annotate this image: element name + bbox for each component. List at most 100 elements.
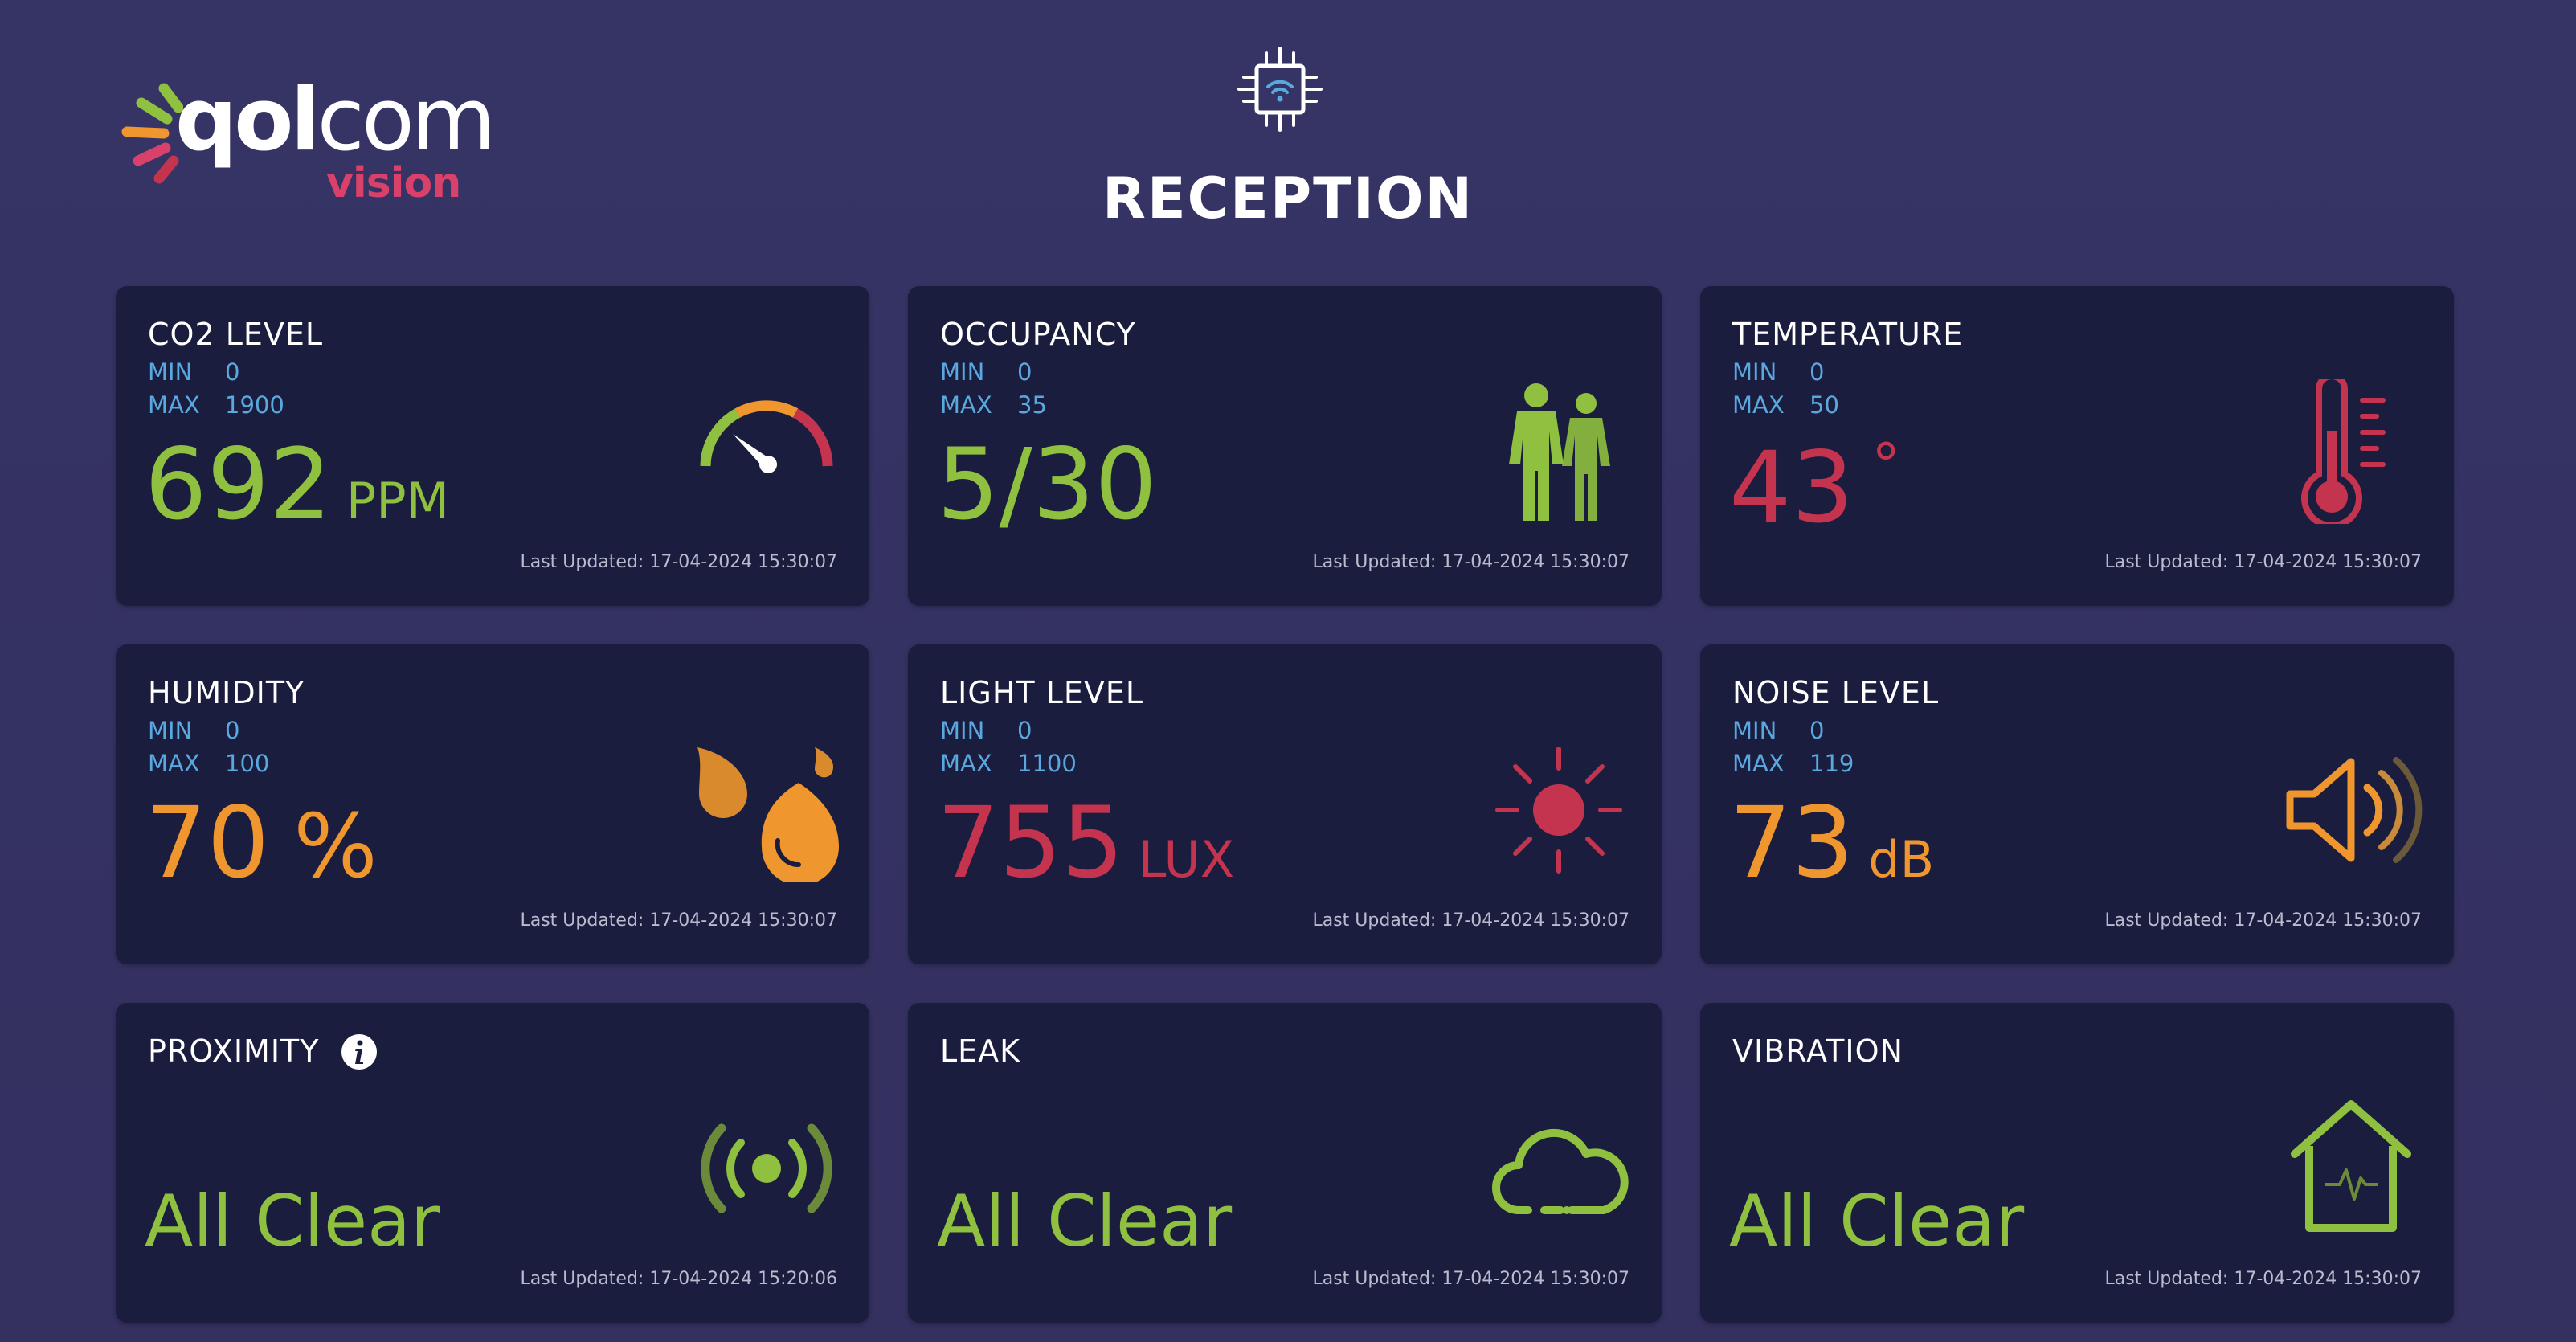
max-value: 50: [1809, 391, 1839, 419]
min-value: 0: [225, 717, 240, 744]
min-value: 0: [1809, 358, 1825, 386]
last-updated: Last Updated: 17-04-2024 15:30:07: [1312, 552, 1629, 572]
last-updated: Last Updated: 17-04-2024 15:30:07: [1312, 910, 1629, 931]
people-icon: [1509, 383, 1610, 521]
max-value: 119: [1809, 750, 1854, 777]
min-row: MIN 0: [940, 717, 1032, 744]
max-label: MAX: [940, 391, 992, 419]
reading-value: 755 LUX: [937, 794, 1234, 892]
card-title: OCCUPANCY: [940, 317, 1136, 352]
last-updated: Last Updated: 17-04-2024 15:30:07: [1312, 1269, 1629, 1289]
house-pulse-icon: [2291, 1100, 2411, 1232]
sun-icon: [1495, 747, 1622, 874]
gauge-icon: [700, 400, 833, 473]
max-value: 1900: [225, 391, 284, 419]
reading-number: 70: [145, 786, 270, 900]
reading-unit: %: [293, 795, 378, 898]
max-row: MAX 1100: [940, 750, 1077, 777]
card-leak[interactable]: LEAK All Clear Last Updated: 17-04-2024 …: [908, 1003, 1662, 1323]
max-row: MAX 50: [1732, 391, 1839, 419]
min-label: MIN: [940, 717, 985, 744]
logo-word-bold: qol: [175, 70, 321, 170]
reading-number: 692: [145, 428, 332, 542]
reading-value: 5/30: [937, 436, 1157, 534]
last-updated: Last Updated: 17-04-2024 15:30:07: [2104, 910, 2422, 931]
reading-unit: PPM: [346, 472, 450, 530]
logo-word-thin: com: [317, 70, 497, 170]
min-row: MIN 0: [1732, 717, 1824, 744]
max-value: 35: [1017, 391, 1047, 419]
reading-number: 755: [937, 786, 1124, 900]
card-noise-level[interactable]: NOISE LEVEL MIN 0 MAX 119 73 dB Last Update…: [1700, 644, 2454, 964]
max-label: MAX: [940, 750, 992, 777]
min-row: MIN 0: [940, 358, 1032, 386]
max-label: MAX: [1732, 750, 1785, 777]
min-label: MIN: [148, 717, 193, 744]
card-humidity[interactable]: HUMIDITY MIN 0 MAX 100 70% Last Updated: 1…: [116, 644, 869, 964]
card-title: TEMPERATURE: [1732, 317, 1964, 352]
card-title: VIBRATION: [1732, 1033, 1903, 1069]
last-updated: Last Updated: 17-04-2024 15:30:07: [520, 552, 837, 572]
logo-wordmark: qolcom: [175, 77, 496, 164]
reading-value: 70%: [145, 794, 378, 892]
card-co2-level[interactable]: CO2 LEVEL MIN 0 MAX 1900 692 PPM Last Updat…: [116, 286, 869, 606]
card-title: CO2 LEVEL: [148, 317, 324, 352]
min-row: MIN 0: [148, 717, 239, 744]
card-temperature[interactable]: TEMPERATURE MIN 0 MAX 50 43 ° Last Updated:…: [1700, 286, 2454, 606]
min-label: MIN: [940, 358, 985, 386]
last-updated: Last Updated: 17-04-2024 15:20:06: [520, 1269, 837, 1289]
min-label: MIN: [1732, 717, 1777, 744]
card-title: LEAK: [940, 1033, 1021, 1069]
card-title: PROXIMITY: [148, 1033, 320, 1069]
logo-subtitle: vision: [326, 159, 461, 207]
min-row: MIN 0: [1732, 358, 1824, 386]
thermometer-icon: [2301, 379, 2386, 524]
reading-value: 692 PPM: [145, 436, 449, 534]
card-vibration[interactable]: VIBRATION All Clear Last Updated: 17-04-…: [1700, 1003, 2454, 1323]
status-text: All Clear: [1729, 1180, 2025, 1262]
reading-number: 43: [1729, 431, 1854, 545]
last-updated: Last Updated: 17-04-2024 15:30:07: [2104, 552, 2422, 572]
last-updated: Last Updated: 17-04-2024 15:30:07: [2104, 1269, 2422, 1289]
chip-wifi-icon: [1237, 47, 1323, 132]
reading-unit: LUX: [1138, 830, 1235, 889]
broadcast-icon: [701, 1123, 832, 1213]
max-row: MAX 119: [1732, 750, 1854, 777]
card-title: NOISE LEVEL: [1732, 675, 1940, 710]
logo-rays-icon: [121, 83, 183, 184]
min-value: 0: [225, 358, 240, 386]
min-value: 0: [1017, 717, 1032, 744]
water-drops-icon: [697, 747, 839, 882]
reading-value: 73 dB: [1729, 794, 1934, 892]
card-title: LIGHT LEVEL: [940, 675, 1144, 710]
min-label: MIN: [1732, 358, 1777, 386]
max-label: MAX: [148, 750, 200, 777]
max-label: MAX: [1732, 391, 1785, 419]
max-label: MAX: [148, 391, 200, 419]
card-title: HUMIDITY: [148, 675, 305, 710]
max-value: 1100: [1017, 750, 1077, 777]
status-text: All Clear: [937, 1180, 1233, 1262]
min-value: 0: [1017, 358, 1032, 386]
info-icon[interactable]: [341, 1033, 378, 1070]
max-row: MAX 1900: [148, 391, 284, 419]
min-value: 0: [1809, 717, 1825, 744]
status-text: All Clear: [145, 1180, 440, 1262]
min-label: MIN: [148, 358, 193, 386]
card-light-level[interactable]: LIGHT LEVEL MIN 0 MAX 1100 755 LUX Last Upd…: [908, 644, 1662, 964]
max-row: MAX 35: [940, 391, 1047, 419]
card-occupancy[interactable]: OCCUPANCY MIN 0 MAX 35 5/30 Last Updated: …: [908, 286, 1662, 606]
reading-unit: °: [1871, 431, 1901, 498]
reading-number: 5/30: [937, 428, 1157, 542]
max-value: 100: [225, 750, 270, 777]
reading-number: 73: [1729, 786, 1854, 900]
card-proximity[interactable]: PROXIMITY All Clear Last Updated: 17-04-…: [116, 1003, 869, 1323]
reading-value: 43 °: [1729, 436, 1900, 537]
qolcom-vision-logo[interactable]: qolcom vision: [119, 77, 496, 217]
last-updated: Last Updated: 17-04-2024 15:30:07: [520, 910, 837, 931]
cloud-icon: [1492, 1128, 1629, 1214]
speaker-icon: [2286, 757, 2423, 863]
max-row: MAX 100: [148, 750, 269, 777]
min-row: MIN 0: [148, 358, 239, 386]
